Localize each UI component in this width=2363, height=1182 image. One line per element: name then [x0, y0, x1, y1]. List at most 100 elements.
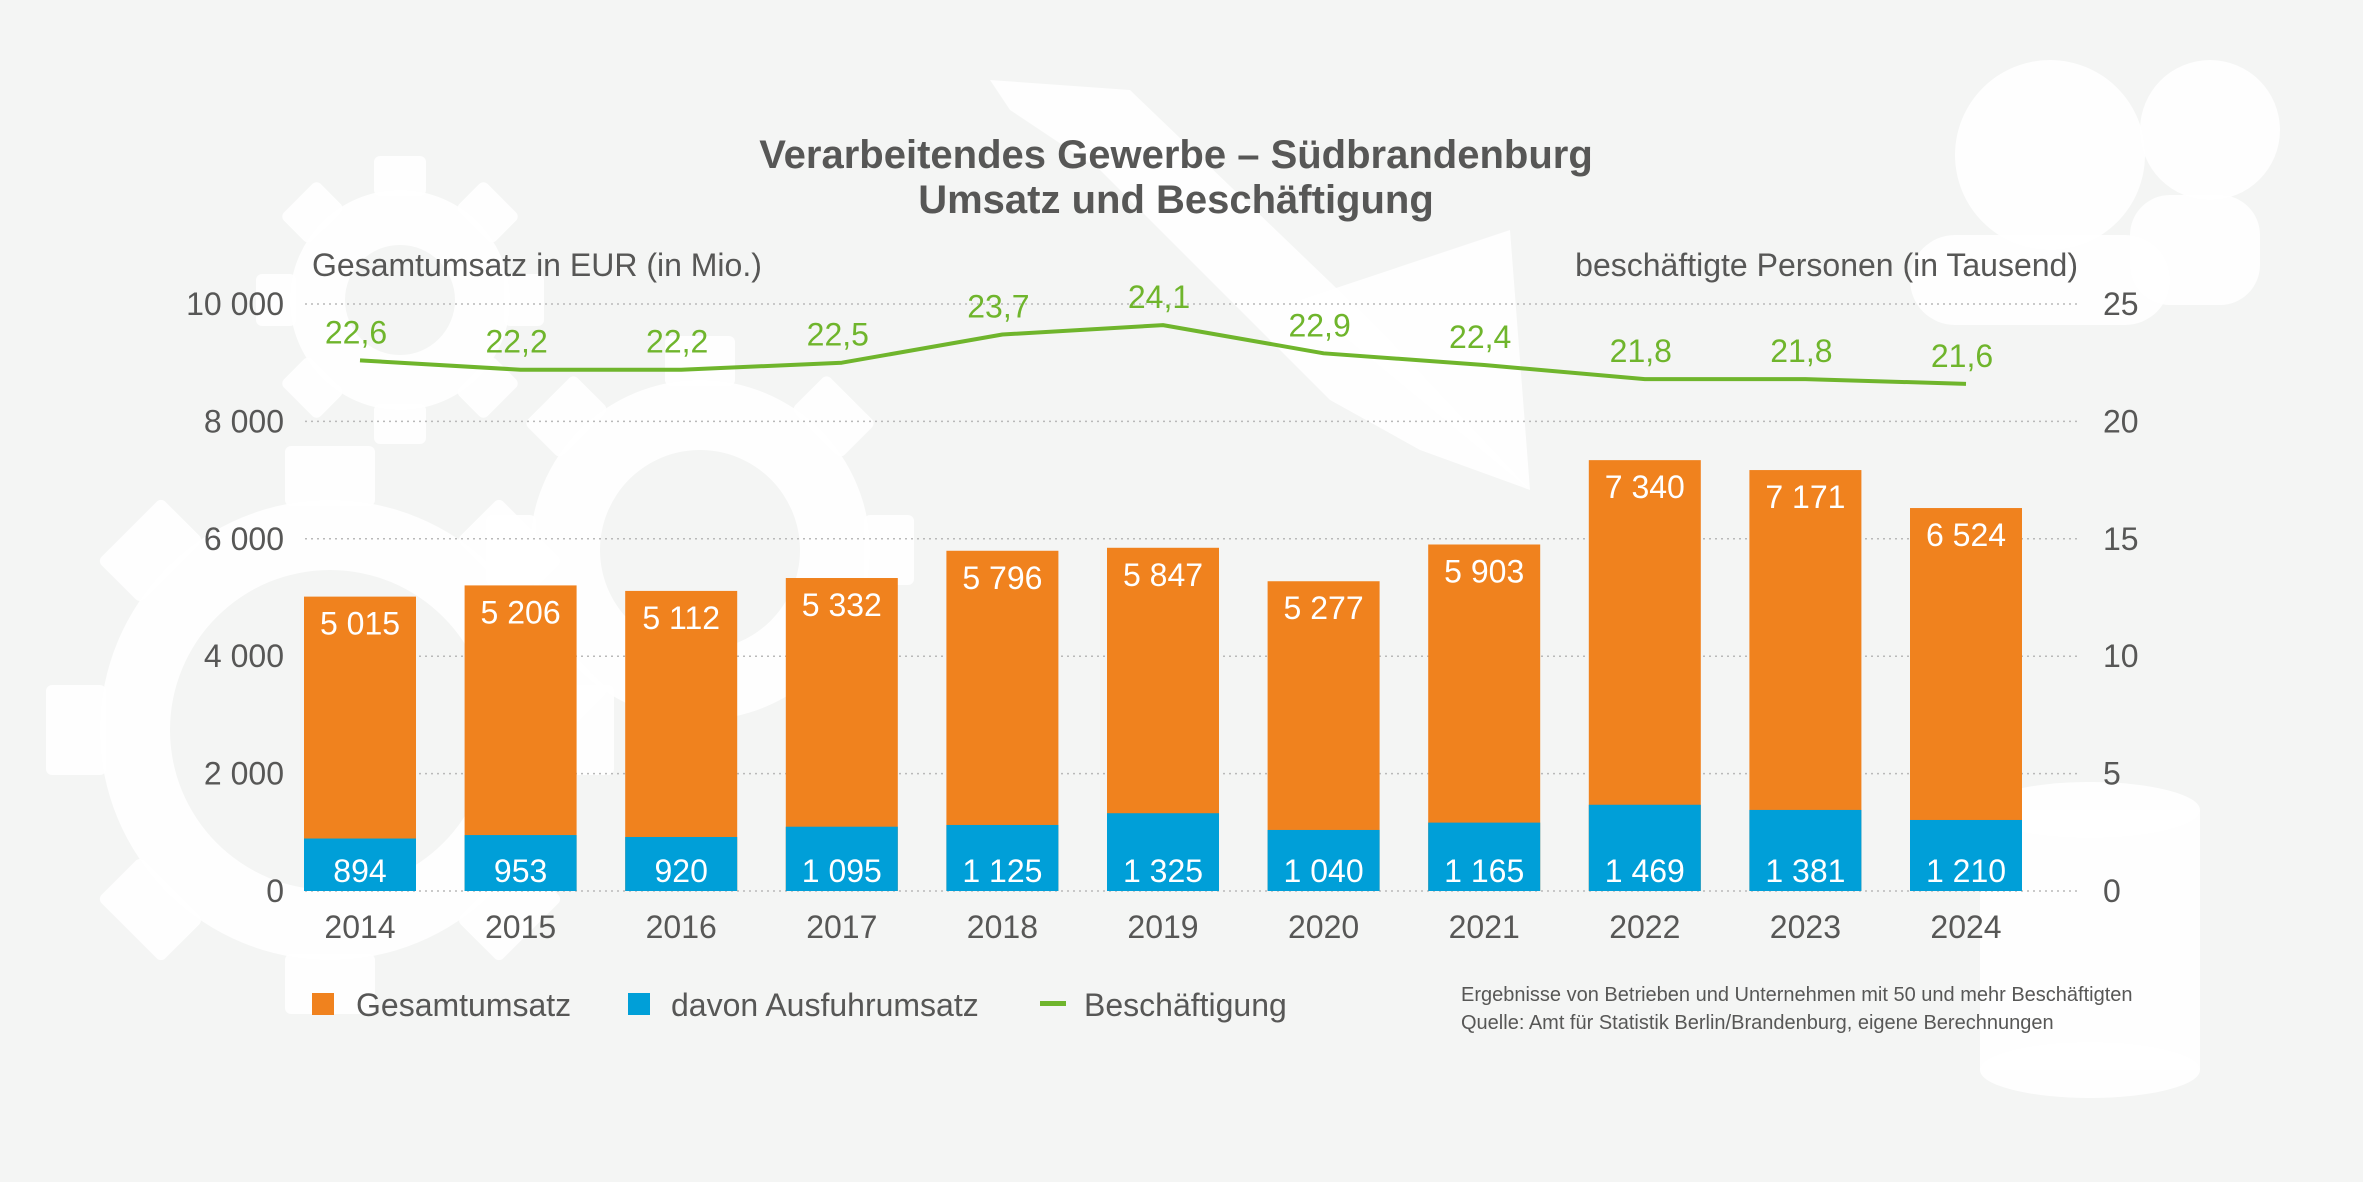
- legend-swatch-gesamtumsatz: [312, 993, 334, 1015]
- legend-swatch-ausfuhrumsatz: [628, 993, 650, 1015]
- gear-tooth: [457, 182, 518, 243]
- x-tick-label: 2020: [1288, 909, 1359, 945]
- bar-label-ausfuhrumsatz: 1 381: [1765, 853, 1845, 889]
- right-axis-label: beschäftigte Personen (in Tausend): [1575, 247, 2078, 283]
- bar-label-ausfuhrumsatz: 1 125: [962, 853, 1042, 889]
- footnote-line-1: Ergebnisse von Betrieben und Unternehmen…: [1461, 984, 2133, 1006]
- right-tick-label: 15: [2103, 521, 2139, 557]
- gear-tooth: [504, 274, 544, 326]
- people-icon: [1910, 60, 2280, 325]
- right-tick-label: 10: [2103, 638, 2139, 674]
- bar-label-ausfuhrumsatz: 953: [494, 853, 547, 889]
- legend-label-beschaeftigung: Beschäftigung: [1084, 987, 1287, 1023]
- bar-ausfuhrumsatz: [625, 836, 738, 891]
- bar-label-ausfuhrumsatz: 1 210: [1926, 853, 2006, 889]
- gear-tooth: [282, 182, 343, 243]
- gear-tooth: [793, 376, 874, 457]
- bar-label-gesamtumsatz: 5 332: [802, 587, 882, 623]
- gear-tooth: [864, 515, 914, 585]
- bar-ausfuhrumsatz: [1107, 813, 1219, 891]
- gear-tooth: [374, 404, 426, 444]
- left-tick-label: 8 000: [204, 403, 284, 439]
- employment-point-label: 22,4: [1449, 319, 1511, 355]
- x-tick-label: 2021: [1449, 909, 1520, 945]
- bar-ausfuhrumsatz: [1910, 819, 2022, 891]
- legend-label-ausfuhrumsatz: davon Ausfuhrumsatz: [671, 987, 979, 1023]
- employment-point-label: 21,6: [1931, 338, 1993, 374]
- x-tick-label: 2022: [1609, 909, 1680, 945]
- x-tick-label: 2016: [646, 909, 717, 945]
- gear-tooth: [282, 357, 343, 418]
- gear-tooth: [374, 156, 426, 196]
- right-tick-label: 0: [2103, 873, 2121, 909]
- legend: Gesamtumsatz davon Ausfuhrumsatz Beschäf…: [312, 987, 1287, 1023]
- bar-label-gesamtumsatz: 5 796: [962, 560, 1042, 596]
- bar-label-ausfuhrumsatz: 920: [655, 853, 708, 889]
- gear-tooth: [256, 274, 296, 326]
- bar-label-gesamtumsatz: 5 015: [320, 606, 400, 642]
- gear-tooth: [285, 446, 375, 506]
- left-tick-label: 2 000: [204, 756, 284, 792]
- bar-label-gesamtumsatz: 5 277: [1284, 590, 1364, 626]
- bar-label-gesamtumsatz: 6 524: [1926, 517, 2006, 553]
- left-tick-label: 0: [266, 873, 284, 909]
- employment-point-label: 22,2: [485, 324, 547, 360]
- employment-line-path: [359, 323, 1967, 386]
- x-tick-label: 2015: [485, 909, 556, 945]
- gear-tooth: [46, 685, 106, 775]
- employment-point-label: 21,8: [1610, 333, 1672, 369]
- gear-tooth: [665, 336, 735, 386]
- left-tick-label: 10 000: [186, 286, 284, 322]
- bar-ausfuhrumsatz: [1428, 822, 1541, 891]
- chart-title: Verarbeitendes Gewerbe – Südbrandenburg: [759, 133, 1593, 177]
- x-tick-label: 2024: [1930, 909, 2001, 945]
- x-tick-label: 2014: [324, 909, 395, 945]
- right-tick-label: 5: [2103, 756, 2121, 792]
- right-tick-label: 25: [2103, 286, 2139, 322]
- right-axis-ticks: 0 5 10 15 20 25: [2103, 286, 2139, 909]
- left-tick-label: 4 000: [204, 638, 284, 674]
- gear-tooth: [99, 499, 201, 601]
- bar-ausfuhrumsatz: [946, 824, 1059, 891]
- bar-label-ausfuhrumsatz: 1 095: [802, 853, 882, 889]
- bar-label-gesamtumsatz: 5 847: [1123, 557, 1203, 593]
- employment-point-label: 22,2: [646, 324, 708, 360]
- bar-label-gesamtumsatz: 5 903: [1444, 553, 1524, 589]
- x-tick-label: 2017: [806, 909, 877, 945]
- left-axis-label: Gesamtumsatz in EUR (in Mio.): [312, 247, 762, 283]
- left-tick-label: 6 000: [204, 521, 284, 557]
- x-tick-label: 2023: [1770, 909, 1841, 945]
- employment-point-label: 22,9: [1288, 307, 1350, 343]
- gear-tooth: [285, 954, 375, 1014]
- employment-line: 22,6 22,2 22,2 22,5 23,7 24,1 22,9 22,4 21,8 21,8…: [325, 279, 1993, 386]
- bar-ausfuhrumsatz: [1749, 809, 1862, 891]
- bar-label-gesamtumsatz: 7 171: [1765, 479, 1845, 515]
- bar-label-ausfuhrumsatz: 1 325: [1123, 853, 1203, 889]
- legend-label-gesamtumsatz: Gesamtumsatz: [356, 987, 571, 1023]
- bar-label-ausfuhrumsatz: 1 040: [1284, 853, 1364, 889]
- chart-subtitle: Umsatz und Beschäftigung: [918, 178, 1434, 222]
- gear-tooth: [457, 357, 518, 418]
- right-tick-label: 20: [2103, 403, 2139, 439]
- bar-ausfuhrumsatz: [304, 838, 416, 891]
- employment-point-label: 22,5: [807, 317, 869, 353]
- bar-label-ausfuhrumsatz: 1 469: [1605, 853, 1685, 889]
- legend-swatch-beschaeftigung: [1040, 1001, 1066, 1006]
- gear-tooth: [526, 376, 607, 457]
- left-axis-ticks: 0 2 000 4 000 6 000 8 000 10 000: [186, 286, 284, 909]
- x-tick-label: 2018: [967, 909, 1038, 945]
- bar-label-ausfuhrumsatz: 894: [333, 853, 386, 889]
- bar-label-gesamtumsatz: 5 112: [642, 600, 720, 636]
- bars: 5 015 894 5 206 953 5 112 920 5 332 1 095 5 796 1…: [304, 460, 2022, 891]
- x-axis-labels: 2014 2015 2016 2017 2018 2019 2020 2021 2022 2023…: [324, 909, 2001, 945]
- bar-ausfuhrumsatz: [1267, 829, 1380, 891]
- x-tick-label: 2019: [1127, 909, 1198, 945]
- gear-tooth: [459, 499, 561, 601]
- employment-point-label: 23,7: [967, 289, 1029, 325]
- bar-label-ausfuhrumsatz: 1 165: [1444, 853, 1524, 889]
- bar-ausfuhrumsatz: [785, 826, 898, 891]
- bar-ausfuhrumsatz: [1588, 804, 1701, 891]
- footnote-line-2: Quelle: Amt für Statistik Berlin/Branden…: [1461, 1012, 2054, 1034]
